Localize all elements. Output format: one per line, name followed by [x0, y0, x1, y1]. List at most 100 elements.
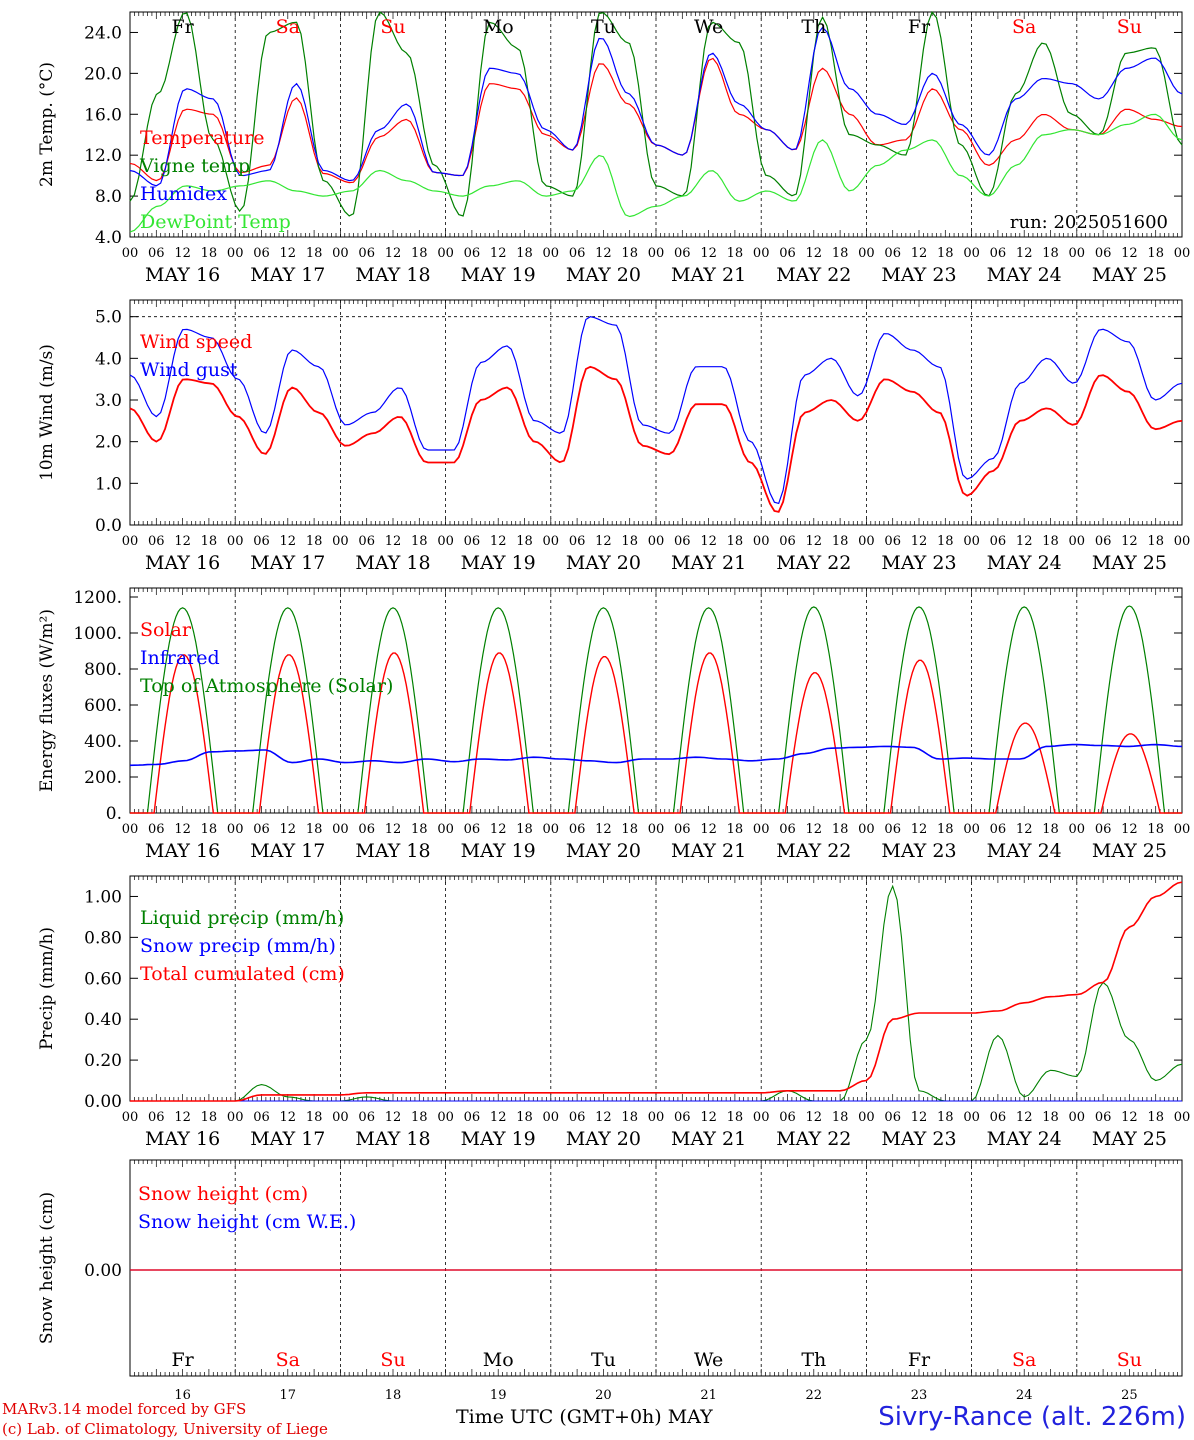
hour-tick-label: 00	[332, 246, 349, 261]
day-label: MAY 21	[671, 1128, 746, 1150]
hour-tick-label: 06	[674, 822, 691, 837]
day-label: MAY 23	[881, 1128, 956, 1150]
day-label: MAY 25	[1092, 552, 1167, 574]
y-tick-label: 200.	[84, 768, 122, 788]
hour-tick-label: 18	[201, 1110, 218, 1125]
hour-tick-label: 12	[595, 246, 612, 261]
y-tick-label: 5.0	[95, 308, 122, 328]
day-number-label: 23	[911, 1388, 928, 1403]
hour-tick-label: 12	[806, 822, 823, 837]
day-label: MAY 23	[881, 264, 956, 286]
weekday-label: Sa	[1012, 16, 1036, 38]
hour-tick-label: 18	[516, 246, 533, 261]
weekday-label: Sa	[276, 1349, 300, 1371]
hour-tick-label: 06	[884, 1110, 901, 1125]
hour-tick-label: 12	[280, 246, 297, 261]
hour-tick-label: 06	[884, 534, 901, 549]
y-tick-label: 3.0	[95, 391, 122, 411]
hour-tick-label: 18	[832, 822, 849, 837]
hour-tick-label: 00	[1069, 246, 1086, 261]
series-solar	[130, 652, 1182, 814]
hour-tick-label: 18	[937, 246, 954, 261]
legend-snow-precip-mm-h-: Snow precip (mm/h)	[140, 935, 336, 957]
hour-tick-label: 18	[1042, 1110, 1059, 1125]
hour-tick-label: 00	[543, 1110, 560, 1125]
hour-tick-label: 06	[253, 1110, 270, 1125]
hour-tick-label: 18	[832, 246, 849, 261]
y-tick-label: 20.0	[84, 64, 122, 84]
hour-tick-label: 18	[937, 1110, 954, 1125]
hour-tick-label: 00	[122, 822, 139, 837]
hour-tick-label: 18	[1147, 822, 1164, 837]
day-label: MAY 22	[776, 1128, 851, 1150]
hour-tick-label: 00	[858, 534, 875, 549]
day-number-label: 22	[806, 1388, 823, 1403]
hour-tick-label: 00	[332, 822, 349, 837]
hour-tick-label: 00	[227, 534, 244, 549]
hour-tick-label: 18	[621, 246, 638, 261]
day-label: MAY 23	[881, 840, 956, 862]
panel-wind: 0.0 1.0 2.0 3.0 4.0 5.0 10m Wind (m/s) Wind spe…	[37, 299, 1190, 574]
y-tick-label: 400.	[84, 732, 122, 752]
day-label: MAY 20	[566, 840, 641, 862]
hour-tick-label: 00	[437, 822, 454, 837]
day-label: MAY 18	[355, 552, 430, 574]
day-number-label: 24	[1016, 1388, 1033, 1403]
hour-tick-label: 00	[122, 246, 139, 261]
y-axis-label: Snow height (cm)	[37, 1192, 57, 1344]
hour-tick-label: 12	[174, 534, 191, 549]
y-axis-label: 2m Temp. (°C)	[37, 62, 57, 187]
hour-tick-label: 18	[727, 246, 744, 261]
hour-tick-label: 18	[621, 1110, 638, 1125]
hour-tick-label: 18	[1042, 822, 1059, 837]
y-tick-label: 1200.	[73, 588, 122, 608]
hour-tick-label: 06	[358, 246, 375, 261]
hour-tick-label: 18	[1042, 534, 1059, 549]
hour-tick-label: 00	[1069, 822, 1086, 837]
legend-total-cumulated-cm-: Total cumulated (cm)	[140, 963, 345, 985]
hour-tick-label: 06	[253, 822, 270, 837]
series-total-cumulated-cm-	[130, 881, 1183, 1102]
y-tick-label: 800.	[84, 660, 122, 680]
hour-tick-label: 18	[411, 246, 428, 261]
legend-solar: Solar	[140, 619, 192, 641]
hour-tick-label: 00	[1069, 1110, 1086, 1125]
hour-tick-label: 18	[306, 1110, 323, 1125]
legend-temperature: Temperature	[140, 127, 264, 149]
day-number-label: 17	[280, 1388, 297, 1403]
day-number-label: 21	[700, 1388, 717, 1403]
hour-tick-label: 12	[806, 1110, 823, 1125]
hour-tick-label: 18	[516, 1110, 533, 1125]
day-label: MAY 23	[881, 552, 956, 574]
hour-tick-label: 00	[1174, 822, 1191, 837]
day-number-label: 20	[595, 1388, 612, 1403]
hour-tick-label: 12	[385, 534, 402, 549]
y-tick-label: 0.80	[84, 928, 122, 948]
hour-tick-label: 06	[990, 246, 1007, 261]
hour-tick-label: 12	[280, 1110, 297, 1125]
day-label: MAY 24	[987, 840, 1062, 862]
hour-tick-label: 00	[648, 246, 665, 261]
hour-tick-label: 00	[543, 822, 560, 837]
hour-tick-label: 18	[306, 534, 323, 549]
hour-tick-label: 12	[1121, 246, 1138, 261]
hour-tick-label: 06	[358, 822, 375, 837]
hour-tick-label: 18	[621, 534, 638, 549]
hour-tick-label: 06	[1095, 822, 1112, 837]
day-label: MAY 18	[355, 840, 430, 862]
y-tick-label: 16.0	[84, 105, 122, 125]
weekday-label: Fr	[908, 16, 931, 38]
weekday-label: Tu	[591, 16, 616, 38]
weekday-label: Fr	[171, 1349, 194, 1371]
hour-tick-label: 00	[963, 1110, 980, 1125]
day-label: MAY 25	[1092, 264, 1167, 286]
hour-tick-label: 12	[280, 822, 297, 837]
model-credit: MARv3.14 model forced by GFS	[2, 1400, 247, 1418]
hour-tick-label: 12	[490, 822, 507, 837]
day-label: MAY 22	[776, 840, 851, 862]
hour-tick-label: 18	[832, 534, 849, 549]
hour-tick-label: 18	[832, 1110, 849, 1125]
hour-tick-label: 18	[1147, 1110, 1164, 1125]
hour-tick-label: 06	[148, 246, 165, 261]
day-label: MAY 19	[461, 840, 536, 862]
